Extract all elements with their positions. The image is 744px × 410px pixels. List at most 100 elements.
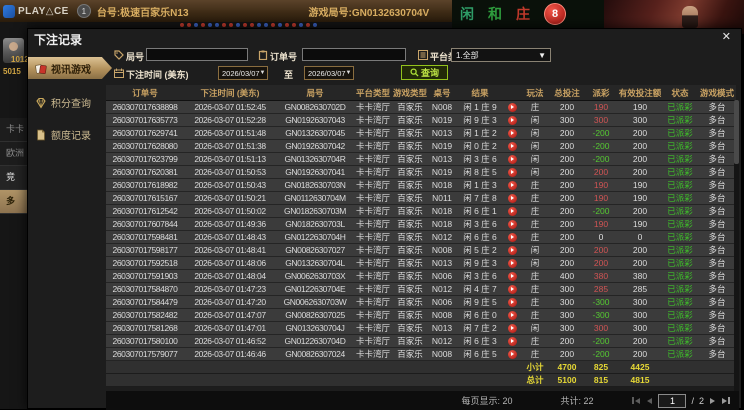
cell-order-number: 260307017635773: [112, 115, 178, 125]
sidebar-tab-points-query[interactable]: 积分查询: [28, 91, 106, 113]
cell-table-number: N008: [431, 349, 453, 359]
cell-valid-bet: 285: [632, 284, 648, 294]
replay-icon[interactable]: [507, 271, 517, 281]
roadmap-dot: [264, 23, 268, 27]
cell-result: 闲 9 庄 5: [463, 297, 497, 307]
close-icon[interactable]: ✕: [721, 31, 731, 43]
cell-game-type: 百家乐: [397, 245, 423, 255]
cell-bet-time: 2026-03-07 01:46:46: [194, 349, 266, 359]
replay-icon[interactable]: [507, 115, 517, 125]
cell-bet-type: 庄: [530, 232, 540, 242]
replay-icon[interactable]: [507, 310, 517, 320]
sidebar-tab-credit-records[interactable]: 额度记录: [28, 123, 106, 145]
replay-icon[interactable]: [507, 297, 517, 307]
search-button[interactable]: 查询: [401, 65, 448, 80]
date-to-picker[interactable]: 2026/03/07 ▼: [304, 66, 354, 80]
cell-bet-time: 2026-03-07 01:46:52: [194, 336, 266, 346]
cell-payout: -200: [592, 349, 610, 359]
cell-order-number: 260307017615167: [112, 193, 178, 203]
cell-platform-type: 卡卡湾厅: [355, 349, 390, 359]
roadmap-dot: [285, 23, 289, 27]
roadmap-dot: [215, 23, 219, 27]
cell-result: 闲 7 庄 2: [463, 323, 497, 333]
replay-icon[interactable]: [507, 284, 517, 294]
replay-icon[interactable]: [507, 349, 517, 359]
replay-icon[interactable]: [507, 128, 517, 138]
replay-icon[interactable]: [507, 141, 517, 151]
date-to-value: 2026/03/07: [308, 68, 346, 78]
playace-logo-text: PLAY△CE: [18, 5, 69, 17]
sidebar-tab-video-games[interactable]: 视讯游戏: [28, 57, 112, 79]
cell-game-mode: 多台: [708, 128, 726, 138]
table-scrollbar[interactable]: [734, 100, 739, 400]
replay-icon[interactable]: [507, 336, 517, 346]
scrollbar-thumb[interactable]: [734, 100, 739, 164]
left-menu-item[interactable]: 多: [0, 190, 27, 214]
cell-round-number: GN0182630703L: [285, 219, 345, 229]
table-row: 260307017581268 2026-03-07 01:47:01 GN0132…: [106, 322, 736, 335]
cell-bet-time: 2026-03-07 01:52:45: [194, 102, 266, 112]
cell-status: 已派彩: [667, 141, 693, 151]
cell-payout: -200: [592, 141, 610, 151]
date-from-picker[interactable]: 2026/03/07 ▼: [218, 66, 268, 80]
replay-icon[interactable]: [507, 232, 517, 242]
left-menu-item[interactable]: 欧洲: [0, 142, 27, 166]
cell-status: 已派彩: [667, 154, 693, 164]
cell-game-type: 百家乐: [397, 141, 423, 151]
cell-valid-bet: 380: [632, 271, 648, 281]
cell-game-mode: 多台: [708, 102, 726, 112]
replay-icon[interactable]: [507, 206, 517, 216]
cell-platform-type: 卡卡湾厅: [355, 206, 390, 216]
cell-total-bet: 200: [559, 154, 575, 164]
page-separator: /: [691, 395, 694, 406]
cell-game-mode: 多台: [708, 271, 726, 281]
cell-payout: -300: [592, 310, 610, 320]
replay-icon[interactable]: [507, 167, 517, 177]
cell-status: 已派彩: [667, 284, 693, 294]
total-valid: 4815: [630, 375, 650, 385]
list-icon: [418, 50, 428, 60]
result-badge: 8: [544, 3, 566, 25]
cell-table-number: N013: [431, 154, 453, 164]
cell-table-number: N006: [431, 271, 453, 281]
table-row: 260307017620381 2026-03-07 01:50:53 GN0192…: [106, 166, 736, 179]
cell-bet-type: 闲: [530, 258, 540, 268]
replay-icon[interactable]: [507, 102, 517, 112]
total-payout: 815: [593, 375, 609, 385]
replay-icon[interactable]: [507, 323, 517, 333]
cell-game-mode: 多台: [708, 154, 726, 164]
cell-result: 闲 9 庄 3: [463, 258, 497, 268]
roadmap-dot: [271, 23, 275, 27]
last-page-button[interactable]: [721, 396, 731, 405]
cell-result: 闲 6 庄 1: [463, 206, 497, 216]
prev-page-button[interactable]: [646, 397, 653, 405]
replay-icon[interactable]: [507, 245, 517, 255]
cell-valid-bet: 0: [637, 232, 643, 242]
cell-table-number: N008: [431, 102, 453, 112]
replay-icon[interactable]: [507, 154, 517, 164]
replay-icon[interactable]: [507, 193, 517, 203]
replay-icon[interactable]: [507, 180, 517, 190]
cell-result: 闲 9 庄 3: [463, 115, 497, 125]
platform-type-select[interactable]: 1.全部 ▼: [451, 48, 551, 62]
sidebar-tab-label: 视讯游戏: [51, 64, 91, 76]
cell-game-type: 百家乐: [397, 310, 423, 320]
order-number-input[interactable]: [302, 48, 406, 61]
cell-game-type: 百家乐: [397, 336, 423, 346]
cell-payout: -200: [592, 154, 610, 164]
left-menu-item[interactable]: 竞: [0, 166, 27, 190]
cell-game-type: 百家乐: [397, 193, 423, 203]
cell-result: 闲 7 庄 8: [463, 193, 497, 203]
left-menu-item[interactable]: 卡卡: [0, 118, 27, 142]
first-page-button[interactable]: [631, 396, 641, 405]
game-round-label: 游戏局号:GN0132630704V: [308, 7, 430, 19]
replay-icon[interactable]: [507, 219, 517, 229]
round-number-input[interactable]: [146, 48, 248, 61]
current-page-box[interactable]: 1: [658, 393, 687, 408]
subtotal-valid: 4425: [630, 362, 650, 372]
cell-game-mode: 多台: [708, 284, 726, 294]
cell-round-number: GN0122630704E: [284, 284, 346, 294]
cell-order-number: 260307017618982: [112, 180, 178, 190]
next-page-button[interactable]: [709, 397, 716, 405]
replay-icon[interactable]: [507, 258, 517, 268]
